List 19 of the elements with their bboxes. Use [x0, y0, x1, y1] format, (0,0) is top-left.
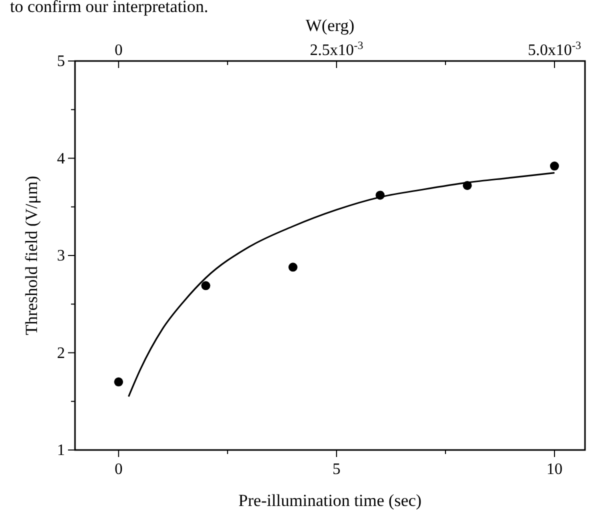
x2-tick-label: 5.0x10$^{-3}$: [528, 40, 582, 59]
x2-tick-label: 2.5x10$^{-3}$: [310, 40, 364, 59]
y-tick-label: 5: [57, 53, 65, 70]
y-tick-label: 3: [57, 248, 65, 264]
x2-tick-label: 0: [114, 42, 123, 59]
y-tick-label: 2: [57, 344, 65, 362]
x-tick-label: 0: [114, 461, 123, 478]
y-tick-label: 4: [57, 150, 65, 168]
y-axis-title: Threshold field (V/μm): [22, 176, 41, 336]
x-axis-title: Pre-illumination time (sec): [238, 491, 422, 510]
x2-axis-title: W(erg): [306, 16, 354, 35]
x-tick-label: 10: [546, 461, 562, 478]
point: [550, 162, 559, 171]
point: [201, 281, 210, 290]
x-tick-label: 5: [332, 461, 341, 478]
y-tick-label: 1: [57, 442, 65, 459]
point: [114, 377, 124, 386]
point: [288, 262, 298, 272]
text: to confirm our interpretation.: [10, 0, 208, 16]
